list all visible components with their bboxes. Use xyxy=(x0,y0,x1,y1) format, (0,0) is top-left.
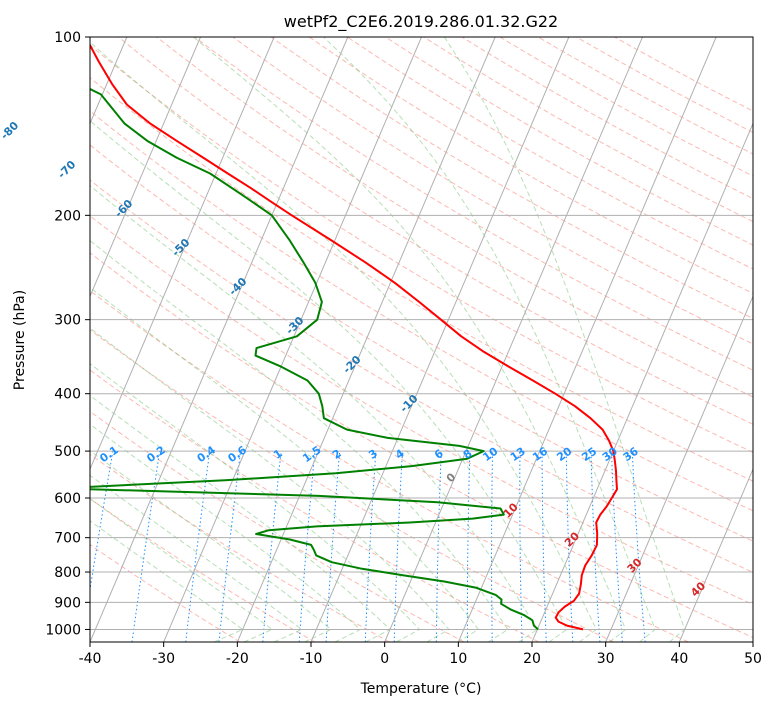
moist-adiabat xyxy=(90,363,421,642)
isotherm-line xyxy=(531,122,753,642)
dry-adiabat xyxy=(90,110,753,512)
grid-lines xyxy=(90,37,753,642)
moist-adiabat xyxy=(90,327,450,642)
dry-adiabat xyxy=(423,37,753,223)
y-tick-label: 100 xyxy=(54,30,81,46)
mixing-ratio-line xyxy=(298,451,316,642)
x-tick-label: 0 xyxy=(380,651,389,667)
dry-adiabat xyxy=(90,179,753,573)
temperature-line xyxy=(90,43,618,631)
x-tick-label: -20 xyxy=(226,651,249,667)
isotherm-line xyxy=(90,37,349,642)
y-tick-label: 800 xyxy=(54,565,81,581)
y-tick-label: 600 xyxy=(54,491,81,507)
isotherm-line xyxy=(90,37,201,298)
dry-adiabat xyxy=(461,37,753,200)
mixing-ratio-line xyxy=(90,451,114,593)
y-axis-title: Pressure (hPa) xyxy=(12,290,28,390)
x-tick-label: -30 xyxy=(152,651,175,667)
dry-adiabat xyxy=(90,77,753,482)
moist-adiabat xyxy=(443,37,686,642)
x-tick-label: 50 xyxy=(744,651,762,667)
dry-adiabat xyxy=(118,37,753,425)
moist-adiabat xyxy=(90,239,509,642)
y-tick-label: 500 xyxy=(54,444,81,460)
moist-adiabat xyxy=(90,450,333,642)
y-tick-label: 300 xyxy=(54,313,81,329)
dry-adiabat xyxy=(90,252,753,639)
dry-adiabat xyxy=(90,369,540,642)
chart-title: wetPf2_C2E6.2019.286.01.32.G22 xyxy=(284,12,558,32)
mixing-ratio-line xyxy=(185,451,211,642)
x-tick-label: 20 xyxy=(523,651,541,667)
x-tick-label: 10 xyxy=(449,651,467,667)
data-series xyxy=(90,43,618,631)
x-tick-label: 30 xyxy=(597,651,615,667)
x-tick-label: 40 xyxy=(670,651,688,667)
dry-adiabat xyxy=(308,37,753,294)
moist-adiabat xyxy=(90,286,480,642)
isotherm-line xyxy=(90,37,275,471)
moist-adiabat xyxy=(90,120,568,642)
dry-adiabat xyxy=(347,37,753,270)
isotherm-line xyxy=(605,295,753,642)
moist-adiabat xyxy=(90,520,244,642)
dry-adiabat xyxy=(90,329,614,642)
y-tick-label: 200 xyxy=(54,208,81,224)
isotherm-line xyxy=(384,37,643,642)
x-axis: -40 -30 -20 -10 0 10 20 30 40 50 xyxy=(79,642,762,667)
x-tick-label: -10 xyxy=(300,651,323,667)
dry-adiabat xyxy=(90,44,753,453)
moist-adiabat xyxy=(90,185,538,642)
dry-adiabat xyxy=(90,215,753,606)
isotherm-line xyxy=(678,467,753,642)
dewpoint-line xyxy=(90,87,539,631)
y-axis: 100 200 300 400 500 600 700 800 900 1000 xyxy=(45,30,90,638)
isotherm-line xyxy=(163,37,422,642)
isotherm-line xyxy=(236,37,496,642)
dry-adiabat xyxy=(194,37,753,371)
moist-adiabat xyxy=(193,37,627,642)
isotherm-line xyxy=(310,37,570,642)
moist-adiabat xyxy=(323,37,656,642)
x-tick-label: -40 xyxy=(79,651,102,667)
moist-adiabat xyxy=(90,497,274,642)
plot-frame xyxy=(89,36,754,643)
y-tick-label: 900 xyxy=(54,595,81,611)
dry-adiabat xyxy=(156,37,753,398)
y-tick-label: 1000 xyxy=(45,622,81,638)
isotherm-line xyxy=(457,37,717,642)
background-lines xyxy=(90,37,753,642)
dry-adiabat xyxy=(232,37,753,345)
y-tick-label: 700 xyxy=(54,531,81,547)
mixing-ratio-line xyxy=(631,451,646,642)
moist-adiabat xyxy=(90,423,362,642)
y-tick-label: 400 xyxy=(54,387,81,403)
dry-adiabat xyxy=(90,290,689,642)
x-axis-title: Temperature (°C) xyxy=(360,681,482,697)
